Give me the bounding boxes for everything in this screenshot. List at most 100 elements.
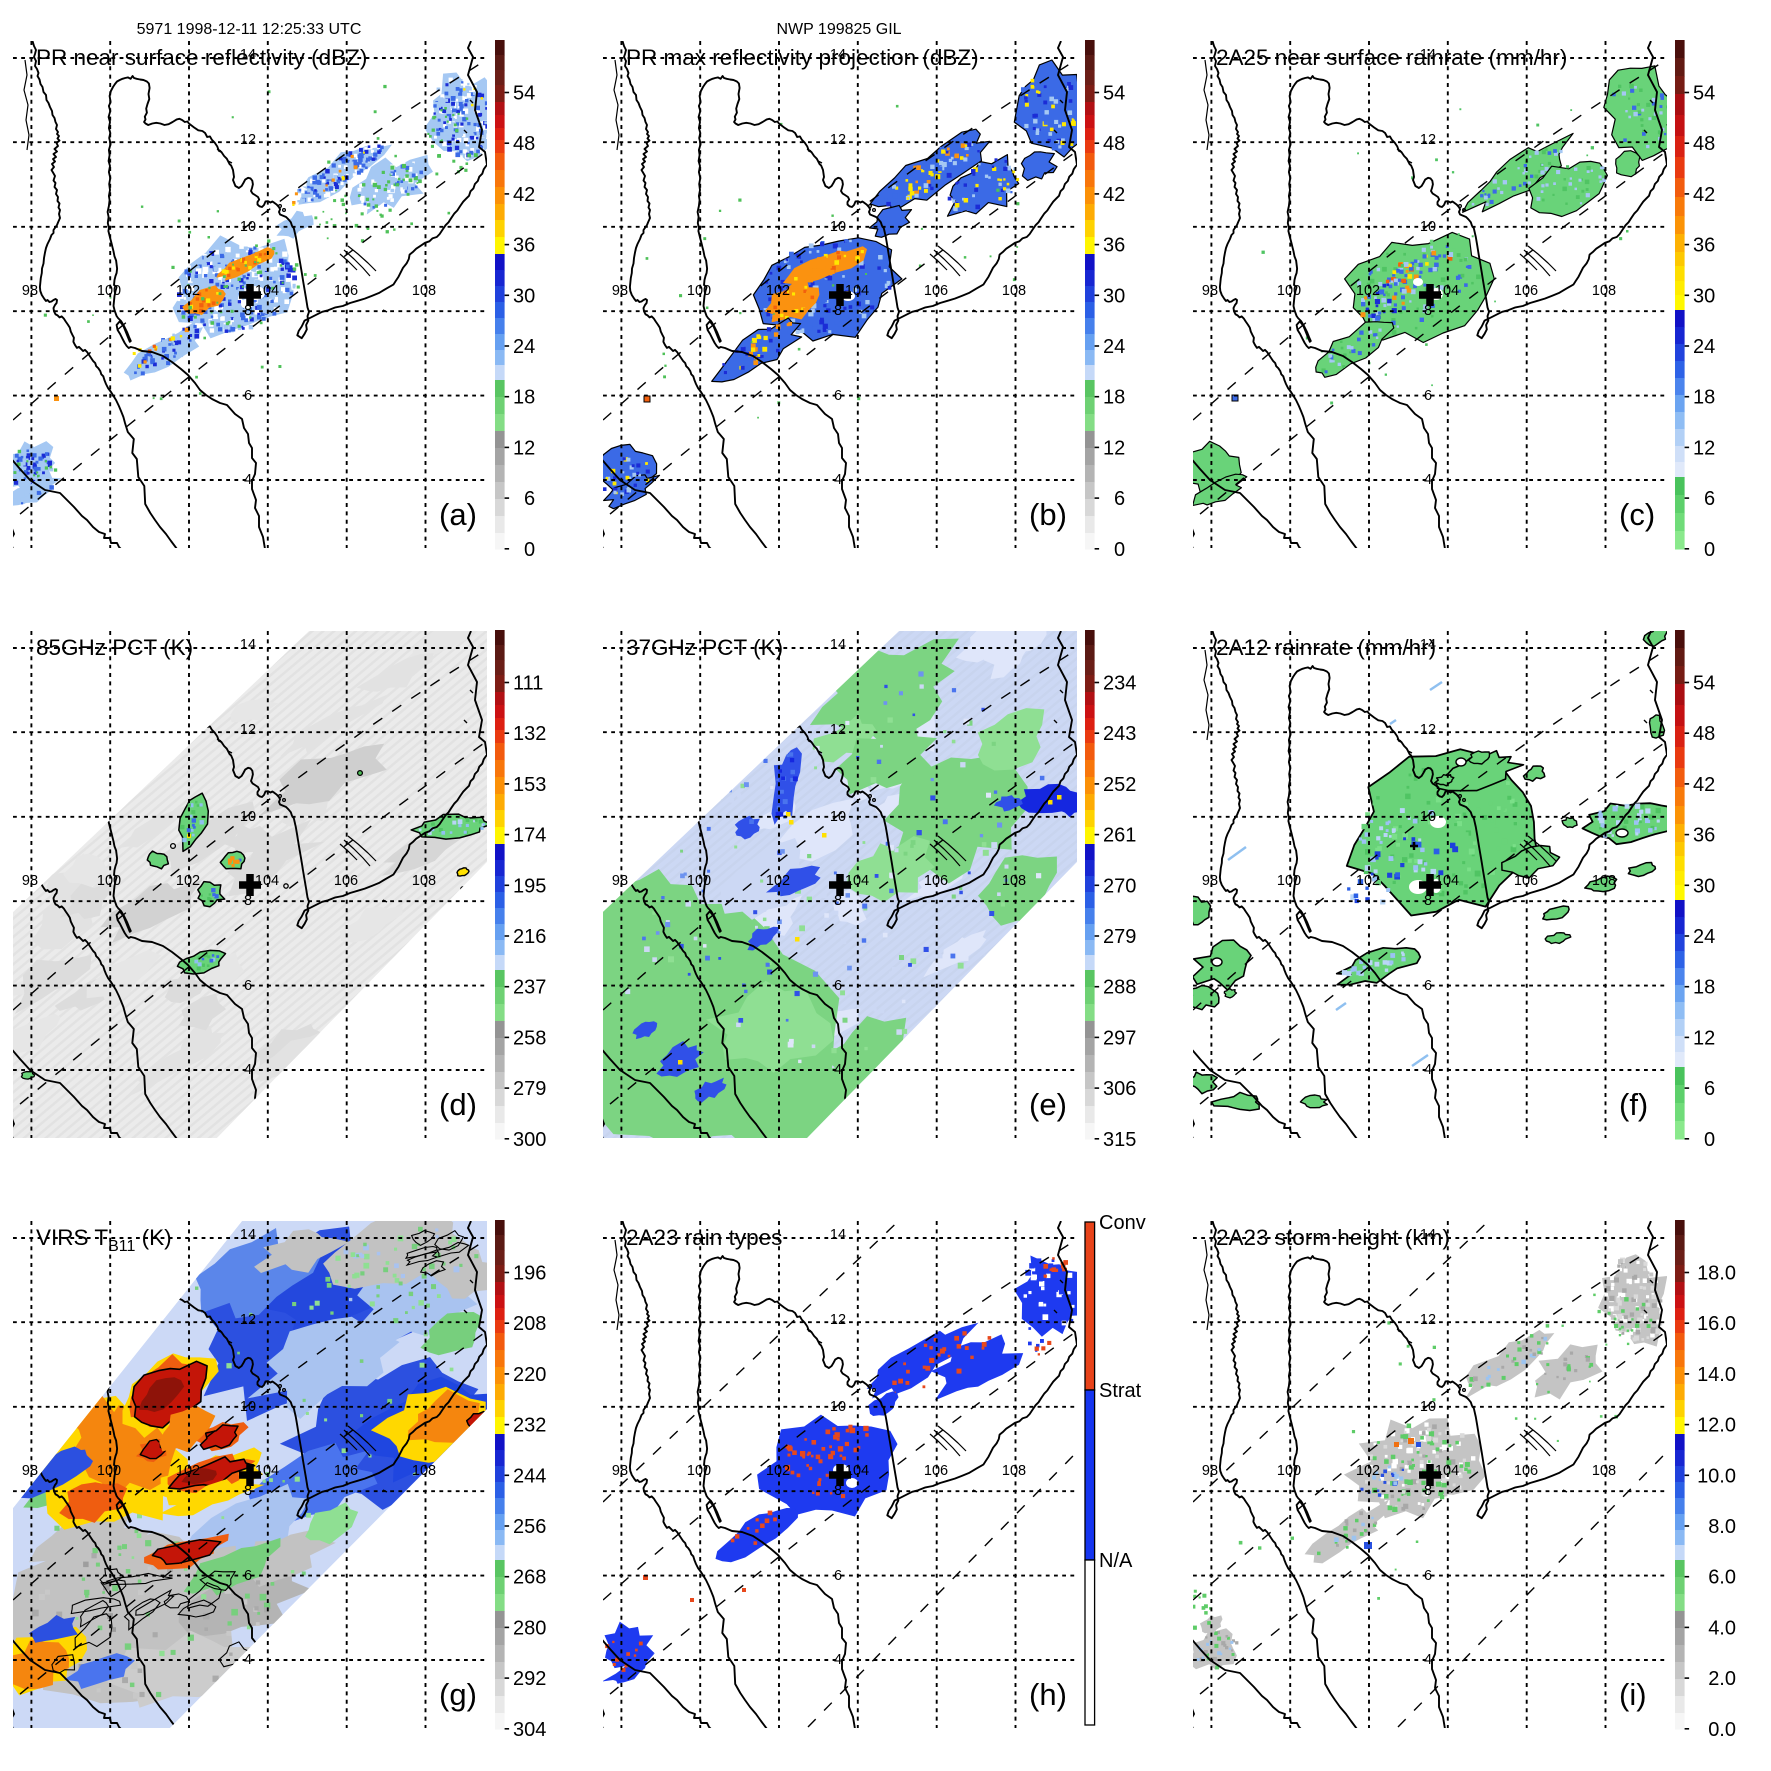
svg-text:258: 258 <box>513 1027 546 1049</box>
svg-text:0.0: 0.0 <box>1708 1719 1736 1741</box>
svg-text:0: 0 <box>1704 1129 1715 1151</box>
svg-text:256: 256 <box>513 1516 546 1538</box>
svg-text:12.0: 12.0 <box>1697 1415 1736 1437</box>
svg-text:30: 30 <box>1693 875 1715 897</box>
svg-text:232: 232 <box>513 1415 546 1437</box>
svg-text:244: 244 <box>513 1465 546 1487</box>
svg-text:(g): (g) <box>439 1677 477 1712</box>
svg-text:16.0: 16.0 <box>1697 1313 1736 1335</box>
svg-text:42: 42 <box>1693 184 1715 206</box>
svg-text:54: 54 <box>1693 673 1715 695</box>
svg-text:14.0: 14.0 <box>1697 1364 1736 1386</box>
svg-text:54: 54 <box>1693 83 1715 105</box>
svg-text:18: 18 <box>513 387 535 409</box>
svg-text:Strat: Strat <box>1099 1380 1142 1402</box>
svg-text:6: 6 <box>1114 488 1125 510</box>
svg-text:12: 12 <box>1693 1027 1715 1049</box>
svg-text:42: 42 <box>1693 774 1715 796</box>
svg-text:(a): (a) <box>439 497 477 532</box>
svg-text:(c): (c) <box>1619 497 1655 532</box>
svg-text:306: 306 <box>1103 1078 1136 1100</box>
svg-text:8.0: 8.0 <box>1708 1516 1736 1538</box>
svg-text:18: 18 <box>1103 387 1125 409</box>
svg-text:0: 0 <box>1114 539 1125 561</box>
svg-text:4.0: 4.0 <box>1708 1617 1736 1639</box>
svg-text:18: 18 <box>1693 387 1715 409</box>
svg-text:2A12 rainrate (mm/hr): 2A12 rainrate (mm/hr) <box>1216 635 1436 660</box>
svg-text:12: 12 <box>513 437 535 459</box>
svg-text:10.0: 10.0 <box>1697 1465 1736 1487</box>
svg-text:6: 6 <box>1704 1078 1715 1100</box>
svg-text:42: 42 <box>513 184 535 206</box>
svg-text:(f): (f) <box>1619 1087 1648 1122</box>
svg-text:12: 12 <box>1693 437 1715 459</box>
svg-text:315: 315 <box>1103 1129 1136 1151</box>
svg-text:2.0: 2.0 <box>1708 1668 1736 1690</box>
svg-text:234: 234 <box>1103 673 1136 695</box>
svg-text:30: 30 <box>1103 285 1125 307</box>
svg-text:48: 48 <box>1693 723 1715 745</box>
svg-text:280: 280 <box>513 1617 546 1639</box>
svg-text:297: 297 <box>1103 1027 1136 1049</box>
svg-text:0: 0 <box>1704 539 1715 561</box>
svg-text:279: 279 <box>513 1078 546 1100</box>
svg-text:24: 24 <box>513 336 535 358</box>
svg-text:30: 30 <box>513 285 535 307</box>
svg-text:48: 48 <box>1693 133 1715 155</box>
svg-text:153: 153 <box>513 774 546 796</box>
svg-text:(i): (i) <box>1619 1677 1647 1712</box>
svg-text:18.0: 18.0 <box>1697 1263 1736 1285</box>
svg-text:54: 54 <box>513 83 535 105</box>
svg-text:(b): (b) <box>1029 497 1067 532</box>
svg-text:111: 111 <box>513 673 543 695</box>
svg-text:279: 279 <box>1103 926 1136 948</box>
svg-text:37GHz PCT (K): 37GHz PCT (K) <box>626 635 783 660</box>
svg-text:48: 48 <box>513 133 535 155</box>
svg-text:2A23 rain types: 2A23 rain types <box>626 1225 782 1250</box>
svg-text:208: 208 <box>513 1313 546 1335</box>
svg-text:288: 288 <box>1103 977 1136 999</box>
svg-text:N/A: N/A <box>1099 1550 1133 1572</box>
svg-text:VIRS TB11 (K): VIRS TB11 (K) <box>36 1225 172 1255</box>
svg-text:195: 195 <box>513 875 546 897</box>
svg-text:36: 36 <box>513 235 535 257</box>
svg-text:36: 36 <box>1693 825 1715 847</box>
svg-text:PR max reflectivity projection: PR max reflectivity projection (dBZ) <box>626 45 979 70</box>
svg-text:174: 174 <box>513 825 546 847</box>
svg-text:270: 270 <box>1103 875 1136 897</box>
svg-text:6: 6 <box>1704 488 1715 510</box>
svg-text:0: 0 <box>524 539 535 561</box>
svg-text:24: 24 <box>1693 926 1715 948</box>
svg-text:261: 261 <box>1103 825 1136 847</box>
svg-text:2A25 near surface rainrate (mm: 2A25 near surface rainrate (mm/hr) <box>1216 45 1567 70</box>
svg-text:24: 24 <box>1103 336 1125 358</box>
svg-text:2A23 storm height (km): 2A23 storm height (km) <box>1216 1225 1450 1250</box>
svg-text:252: 252 <box>1103 774 1136 796</box>
svg-text:268: 268 <box>513 1567 546 1589</box>
svg-text:216: 216 <box>513 926 546 948</box>
svg-text:300: 300 <box>513 1129 546 1151</box>
svg-text:36: 36 <box>1103 235 1125 257</box>
svg-text:196: 196 <box>513 1263 546 1285</box>
svg-text:12: 12 <box>1103 437 1125 459</box>
svg-text:54: 54 <box>1103 83 1125 105</box>
svg-text:18: 18 <box>1693 977 1715 999</box>
svg-text:6.0: 6.0 <box>1708 1567 1736 1589</box>
svg-text:(h): (h) <box>1029 1677 1067 1712</box>
svg-text:30: 30 <box>1693 285 1715 307</box>
svg-text:220: 220 <box>513 1364 546 1386</box>
svg-text:(e): (e) <box>1029 1087 1067 1122</box>
svg-text:36: 36 <box>1693 235 1715 257</box>
svg-text:243: 243 <box>1103 723 1136 745</box>
svg-text:48: 48 <box>1103 133 1125 155</box>
svg-text:42: 42 <box>1103 184 1125 206</box>
svg-text:(d): (d) <box>439 1087 477 1122</box>
svg-text:304: 304 <box>513 1719 546 1741</box>
svg-text:PR near surface reflectivity (: PR near surface reflectivity (dBZ) <box>36 45 367 70</box>
svg-text:24: 24 <box>1693 336 1715 358</box>
svg-text:6: 6 <box>524 488 535 510</box>
svg-text:237: 237 <box>513 977 546 999</box>
svg-text:132: 132 <box>513 723 546 745</box>
svg-text:292: 292 <box>513 1668 546 1690</box>
svg-text:85GHz PCT (K): 85GHz PCT (K) <box>36 635 193 660</box>
